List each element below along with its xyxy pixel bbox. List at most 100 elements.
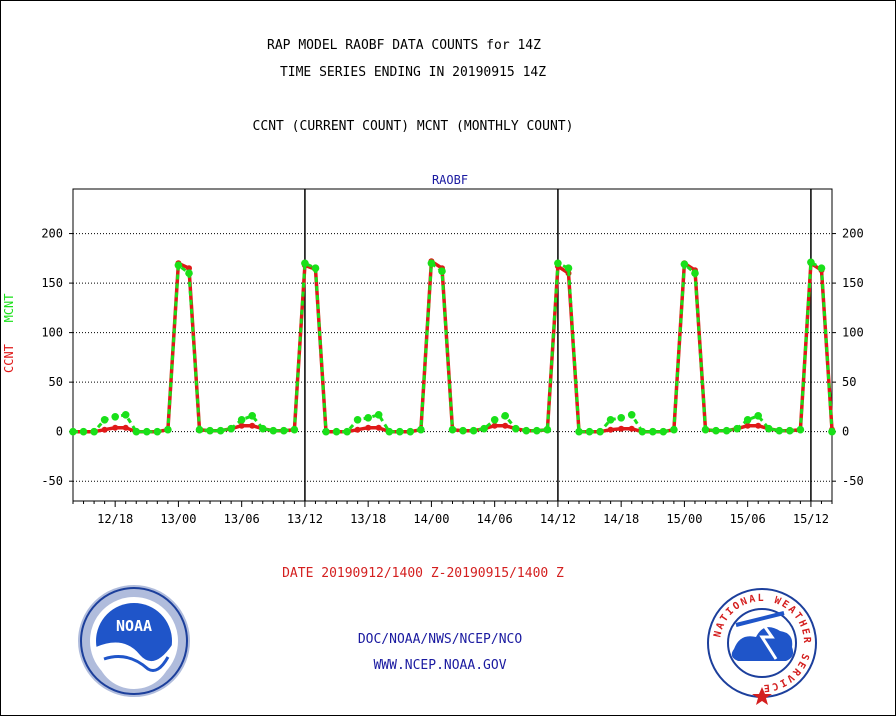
y-tick-label: 50 [49,375,63,389]
y-tick-label: 200 [842,227,864,241]
x-tick-label: 15/06 [730,512,766,526]
x-tick-label: 14/18 [603,512,639,526]
nws-logo: NATIONAL WEATHER SERVICE [707,588,817,705]
data-point-mcnt [490,416,499,424]
data-point-mcnt [364,414,373,422]
series-ccnt [70,258,835,435]
noaa-logo-text: NOAA [116,617,152,635]
data-point-ccnt [744,422,751,429]
x-tick-label: 13/12 [287,512,323,526]
data-point-mcnt [627,411,636,419]
data-point-mcnt [722,426,731,435]
data-point-ccnt [607,426,614,433]
data-point-mcnt [237,416,246,424]
chart-title-line2: TIME SERIES ENDING IN 20190915 14Z [279,65,547,80]
y-ticks-right: -50 0 50 100 150 200 [832,227,864,488]
series-layer [69,258,836,436]
data-point-mcnt [216,426,225,435]
data-point-mcnt [322,427,330,436]
data-point-mcnt [385,427,394,436]
data-point-mcnt [596,427,604,436]
data-point-mcnt [153,427,162,436]
data-point-mcnt [269,426,278,435]
data-point-mcnt [691,269,699,278]
data-point-mcnt [796,425,805,434]
x-ticks: 12/18 13/00 13/06 13/12 13/18 14/00 14/06 14/12… [72,501,833,526]
y-ticks-left: -50 0 50 100 150 200 [41,227,73,488]
data-point-mcnt [765,424,773,433]
data-point-mcnt [575,427,583,436]
day-divider-lines [304,189,812,501]
data-point-mcnt [248,412,256,420]
x-tick-label: 12/18 [97,512,133,526]
data-point-mcnt [522,426,531,435]
data-point-mcnt [680,260,689,269]
data-point-mcnt [543,425,552,434]
data-point-mcnt [512,424,520,433]
data-point-mcnt [174,261,183,270]
data-point-mcnt [406,427,415,436]
data-point-ccnt [122,424,129,431]
x-tick-label: 13/18 [350,512,386,526]
data-point-mcnt [670,425,678,434]
y-tick-label: 50 [842,375,856,389]
y-tick-label: 200 [41,227,63,241]
x-tick-label: 13/00 [160,512,196,526]
x-tick-label: 14/06 [477,512,513,526]
data-point-mcnt [427,259,436,268]
y-tick-label: 150 [842,276,864,290]
data-point-ccnt [238,422,245,429]
data-point-mcnt [301,259,309,268]
data-point-mcnt [79,427,88,436]
data-point-mcnt [638,427,647,436]
data-point-mcnt [290,425,299,434]
data-point-mcnt [501,412,510,420]
noaa-logo: NOAA [78,585,190,697]
data-point-mcnt [743,416,752,424]
y-tick-label: 0 [842,425,849,439]
data-point-mcnt [459,426,467,435]
data-point-mcnt [659,427,668,436]
data-point-mcnt [564,264,573,273]
data-point-ccnt [365,424,372,431]
x-tick-label: 14/12 [540,512,576,526]
data-point-mcnt [90,427,98,436]
data-point-ccnt [502,422,509,429]
data-point-ccnt [755,422,762,429]
credit-org: DOC/NOAA/NWS/NCEP/NCO [357,632,523,647]
credit-url[interactable]: WWW.NCEP.NOAA.GOV [373,658,507,673]
data-point-mcnt [374,411,383,419]
y-tick-label: 150 [41,276,63,290]
data-point-ccnt [112,424,119,431]
data-point-mcnt [121,411,130,419]
y-tick-label: 0 [56,425,63,439]
y-tick-label: 100 [842,326,864,340]
data-point-mcnt [480,424,488,433]
data-point-mcnt [533,426,541,435]
data-point-ccnt [354,426,361,433]
data-point-mcnt [143,427,151,436]
data-point-mcnt [206,426,214,435]
data-point-mcnt [828,427,836,436]
data-point-mcnt [332,427,341,436]
x-tick-label: 15/00 [666,512,702,526]
y-tick-label: -50 [41,474,63,488]
plot-area [72,188,833,502]
data-point-mcnt [712,426,720,435]
data-point-mcnt [396,427,404,436]
data-point-ccnt [249,422,256,429]
data-point-mcnt [817,264,826,273]
data-point-mcnt [701,425,710,434]
series-line-ccnt [73,259,834,434]
data-point-mcnt [807,258,815,267]
plot-label: RAOBF [431,173,469,187]
series-mcnt [69,258,836,436]
data-point-mcnt [438,267,446,276]
data-point-ccnt [628,425,635,432]
data-point-ccnt [375,424,382,431]
x-tick-label: 14/00 [413,512,449,526]
data-point-mcnt [585,427,594,436]
data-point-mcnt [311,264,320,273]
data-point-mcnt [606,416,615,424]
